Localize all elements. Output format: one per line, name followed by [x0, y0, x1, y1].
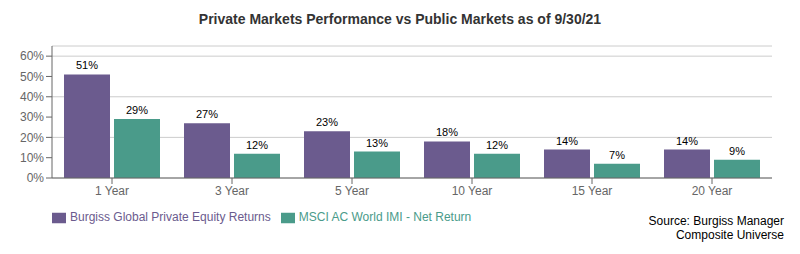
svg-text:14%: 14% [676, 135, 698, 147]
svg-text:29%: 29% [126, 104, 148, 116]
svg-text:3 Year: 3 Year [215, 184, 249, 198]
svg-text:12%: 12% [486, 139, 508, 151]
svg-text:40%: 40% [20, 90, 44, 104]
svg-text:50%: 50% [20, 70, 44, 84]
svg-text:12%: 12% [246, 139, 268, 151]
html-text:Composite Universe: Composite Universe [676, 228, 784, 242]
svg-text:23%: 23% [316, 116, 338, 128]
svg-text:15 Year: 15 Year [572, 184, 613, 198]
svg-text:1 Year: 1 Year [95, 184, 129, 198]
svg-text:20%: 20% [20, 131, 44, 145]
svg-text:18%: 18% [436, 126, 458, 138]
svg-text:27%: 27% [196, 108, 218, 120]
html-text:Burgiss Global Private Equity: Burgiss Global Private Equity Returns [70, 210, 271, 224]
svg-text:51%: 51% [76, 59, 98, 71]
svg-text:10%: 10% [20, 151, 44, 165]
html-text:Private Markets Performance vs: Private Markets Performance vs Public Ma… [198, 11, 602, 27]
svg-text:13%: 13% [366, 137, 388, 149]
html-text:Source: Burgiss Manager: Source: Burgiss Manager [648, 214, 784, 228]
svg-text:10 Year: 10 Year [452, 184, 493, 198]
svg-text:20 Year: 20 Year [692, 184, 733, 198]
svg-text:0%: 0% [27, 171, 45, 185]
svg-text:5 Year: 5 Year [335, 184, 369, 198]
svg-text:9%: 9% [729, 145, 745, 157]
svg-text:7%: 7% [609, 149, 625, 161]
svg-text:14%: 14% [556, 135, 578, 147]
svg-text:60%: 60% [20, 49, 44, 63]
html-text:MSCI AC World IMI - Net Return: MSCI AC World IMI - Net Return [298, 210, 472, 224]
svg-text:30%: 30% [20, 110, 44, 124]
